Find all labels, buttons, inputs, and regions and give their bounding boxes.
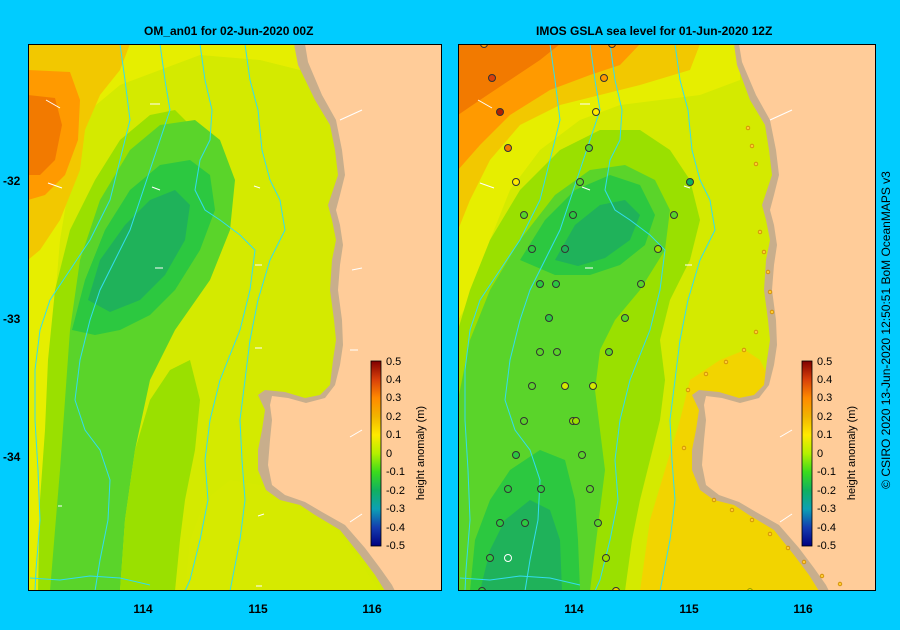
right-map-panel: [458, 44, 876, 591]
left-map-panel: [28, 44, 442, 591]
lon-tick-label: 115: [248, 602, 268, 616]
colorbar-tick: 0.4: [817, 374, 832, 386]
colorbar-tick: 0.4: [386, 374, 401, 386]
left-velocity-arrows: [45, 99, 363, 587]
colorbar-label: height anomaly (m): [846, 406, 858, 500]
colorbar-tick: -0.5: [817, 540, 836, 552]
right-altimeter-stations: [478, 44, 694, 591]
colorbar-tick: 0.3: [386, 392, 401, 404]
colorbar-tick: 0.5: [817, 356, 832, 368]
lat-tick-label: -34: [3, 450, 21, 464]
lon-tick-label: 114: [133, 602, 153, 616]
right-land: [692, 44, 876, 591]
colorbar-tick: 0.3: [817, 392, 832, 404]
colorbar-tick: -0.2: [817, 485, 836, 497]
colorbar-tick: 0: [817, 448, 823, 460]
colorbar-tick: -0.4: [386, 522, 405, 534]
right-colorbar: 0.5 0.4 0.3 0.2 0.1 0 -0.1 -0.2 -0.3 -0.…: [801, 356, 858, 552]
left-isobath-lines: [29, 44, 286, 591]
colorbar-tick: 0.1: [817, 429, 832, 441]
right-longitude-axis: 114 115 116: [564, 602, 813, 616]
colorbar-tick: -0.3: [817, 503, 836, 515]
right-map-title: IMOS GSLA sea level for 01-Jun-2020 12Z: [536, 24, 773, 38]
colorbar-label: height anomaly (m): [415, 406, 427, 500]
colorbar-tick: 0.2: [386, 411, 401, 423]
latitude-axis: -32 -33 -34: [3, 174, 21, 464]
lat-tick-label: -33: [3, 312, 21, 326]
lon-tick-label: 115: [679, 602, 699, 616]
right-colorbar-ticks: 0.5 0.4 0.3 0.2 0.1 0 -0.1 -0.2 -0.3 -0.…: [817, 356, 836, 552]
colorbar-tick: 0.5: [386, 356, 401, 368]
colorbar-tick: 0.2: [817, 411, 832, 423]
colorbar-tick: -0.5: [386, 540, 405, 552]
left-colorbar: 0.5 0.4 0.3 0.2 0.1 0 -0.1 -0.2 -0.3 -0.…: [370, 356, 427, 552]
colorbar-tick: 0: [386, 448, 392, 460]
colorbar-tick: -0.4: [817, 522, 836, 534]
left-colorbar-ticks: 0.5 0.4 0.3 0.2 0.1 0 -0.1 -0.2 -0.3 -0.…: [386, 356, 405, 552]
left-land: [258, 44, 442, 591]
colorbar-tick: -0.1: [386, 466, 405, 478]
left-map-title: OM_an01 for 02-Jun-2020 00Z: [144, 24, 314, 38]
colorbar-tick: -0.3: [386, 503, 405, 515]
left-anomaly-field: [28, 44, 380, 591]
colorbar-tick: -0.1: [817, 466, 836, 478]
colorbar-tick: -0.2: [386, 485, 405, 497]
left-longitude-axis: 114 115 116: [133, 602, 382, 616]
lat-tick-label: -32: [3, 174, 21, 188]
colorbar-tick: 0.1: [386, 429, 401, 441]
lon-tick-label: 116: [793, 602, 813, 616]
lon-tick-label: 116: [362, 602, 382, 616]
right-velocity-arrows: [477, 99, 793, 523]
lon-tick-label: 114: [564, 602, 584, 616]
right-coastal-tide-points: [681, 125, 843, 591]
